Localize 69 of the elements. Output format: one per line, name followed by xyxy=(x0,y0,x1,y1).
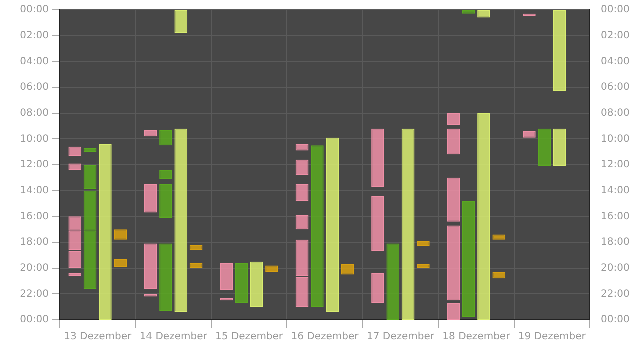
bar xyxy=(553,128,566,166)
bar xyxy=(235,263,248,304)
bar xyxy=(553,10,566,92)
bar xyxy=(220,263,234,290)
y-tick-label: 06:00 xyxy=(20,82,49,94)
bar xyxy=(160,184,172,218)
y-tick-label: 20:00 xyxy=(20,262,49,274)
bar xyxy=(522,131,536,138)
bar xyxy=(266,266,278,272)
y2-tick-label: 22:00 xyxy=(601,288,630,300)
y-tick-label: 16:00 xyxy=(20,211,49,222)
y2-tick-label: 16:00 xyxy=(601,211,630,222)
bar xyxy=(250,262,264,308)
bar xyxy=(492,234,506,240)
bar xyxy=(144,184,158,213)
y-tick-label: 12:00 xyxy=(20,160,49,171)
bar xyxy=(372,196,384,252)
bar xyxy=(462,201,476,318)
bar xyxy=(326,138,340,312)
bar xyxy=(492,272,506,279)
bar xyxy=(416,241,430,246)
bar xyxy=(160,244,172,311)
bar xyxy=(174,10,188,34)
y2-tick-label: 04:00 xyxy=(601,56,630,68)
y2-tick-label: 02:00 xyxy=(601,30,630,42)
y-tick-label: 04:00 xyxy=(20,56,49,68)
x-tick-label: 18 Dezember xyxy=(442,332,512,343)
y2-tick-label: 14:00 xyxy=(601,185,630,196)
y2-tick-label: 08:00 xyxy=(601,108,630,119)
y-tick-label: 08:00 xyxy=(20,108,49,119)
bar xyxy=(372,274,384,304)
bar xyxy=(310,146,324,308)
bar xyxy=(98,144,112,320)
bar xyxy=(386,244,400,320)
y-tick-label: 14:00 xyxy=(20,185,49,196)
y-tick-label: 22:00 xyxy=(20,288,49,300)
bar xyxy=(478,113,490,320)
bar xyxy=(68,164,82,170)
bar xyxy=(447,128,460,155)
x-tick-label: 15 Dezember xyxy=(216,332,284,343)
y2-tick-label: 18:00 xyxy=(601,237,630,248)
y-tick-label: 18:00 xyxy=(20,237,49,248)
bar xyxy=(372,128,384,187)
y2-tick-label: 20:00 xyxy=(601,262,630,274)
bar xyxy=(174,128,188,312)
x-tick-label: 14 Dezember xyxy=(140,332,208,343)
x-tick-label: 17 Dezember xyxy=(366,332,436,343)
y2-tick-label: 12:00 xyxy=(601,160,630,171)
bar xyxy=(190,245,203,250)
y-tick-label: 00:00 xyxy=(20,314,49,326)
y-tick-label: 10:00 xyxy=(20,134,49,145)
y2-tick-label: 00:00 xyxy=(601,314,630,326)
bar xyxy=(447,226,460,301)
x-tick-label: 19 Dezember xyxy=(518,332,587,343)
x-tick-label: 16 Dezember xyxy=(291,332,360,343)
bar xyxy=(144,244,158,289)
bar xyxy=(538,128,552,166)
y-tick-label: 02:00 xyxy=(20,30,49,42)
y2-tick-label: 10:00 xyxy=(601,134,630,145)
bar xyxy=(478,10,490,18)
bar xyxy=(402,128,415,320)
bar xyxy=(144,130,158,137)
bar xyxy=(296,144,309,151)
y-tick-label: 00:00 xyxy=(20,4,49,16)
bar xyxy=(190,263,203,268)
y2-tick-label: 06:00 xyxy=(601,82,630,94)
bar xyxy=(447,178,460,222)
y2-tick-label: 00:00 xyxy=(601,4,630,16)
x-tick-label: 13 Dezember xyxy=(64,332,132,343)
